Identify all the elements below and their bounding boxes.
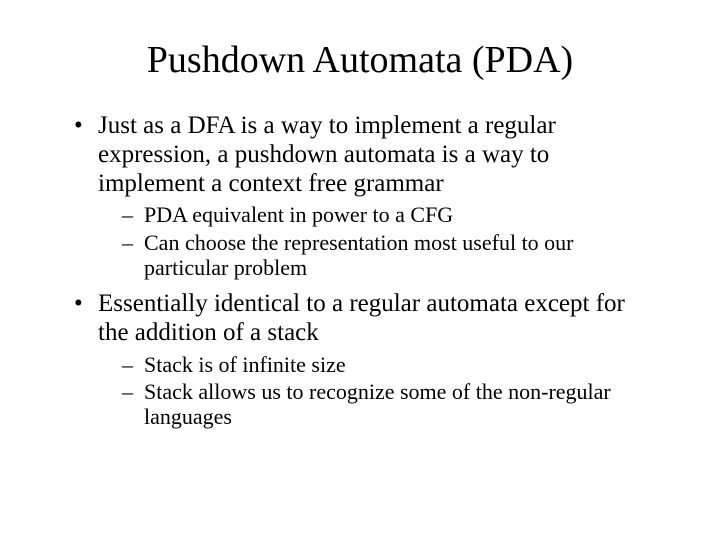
slide: Pushdown Automata (PDA) Just as a DFA is… xyxy=(0,0,720,540)
slide-title: Pushdown Automata (PDA) xyxy=(60,38,660,82)
sub-list: Stack is of infinite size Stack allows u… xyxy=(98,352,660,430)
sub-bullet-text: Stack is of infinite size xyxy=(144,352,346,377)
sub-bullet-text: Stack allows us to recognize some of the… xyxy=(144,379,611,429)
list-item: Stack allows us to recognize some of the… xyxy=(122,379,660,430)
list-item: PDA equivalent in power to a CFG xyxy=(122,202,660,227)
sub-bullet-text: Can choose the representation most usefu… xyxy=(144,230,574,280)
list-item: Just as a DFA is a way to implement a re… xyxy=(74,112,660,280)
sub-bullet-text: PDA equivalent in power to a CFG xyxy=(144,202,453,227)
sub-list: PDA equivalent in power to a CFG Can cho… xyxy=(98,202,660,280)
bullet-list: Just as a DFA is a way to implement a re… xyxy=(60,112,660,430)
bullet-text: Essentially identical to a regular autom… xyxy=(98,290,625,346)
list-item: Can choose the representation most usefu… xyxy=(122,230,660,281)
list-item: Stack is of infinite size xyxy=(122,352,660,377)
bullet-text: Just as a DFA is a way to implement a re… xyxy=(98,112,556,197)
list-item: Essentially identical to a regular autom… xyxy=(74,290,660,429)
